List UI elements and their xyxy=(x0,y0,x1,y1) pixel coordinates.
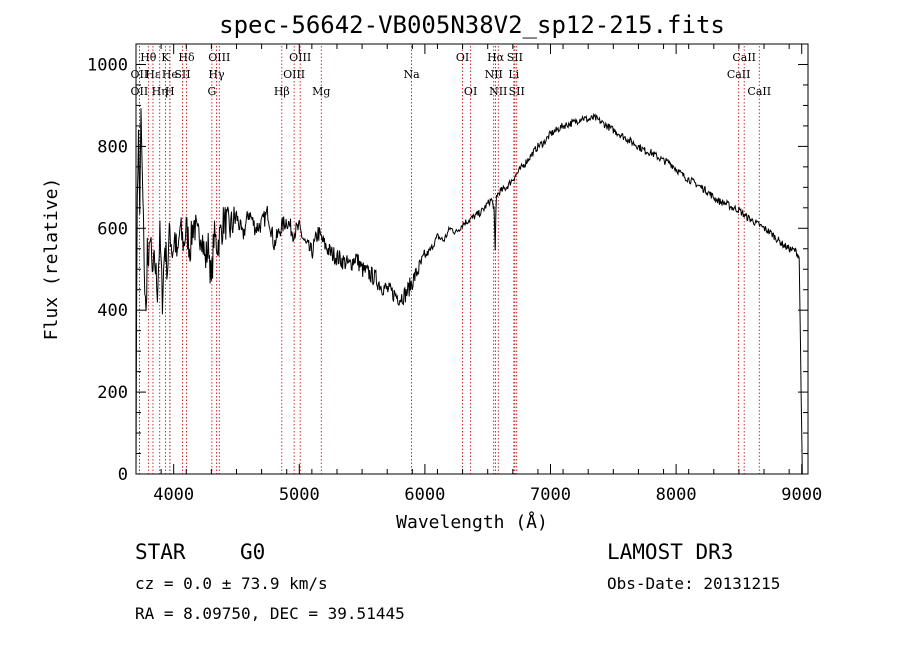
x-tick-label: 8000 xyxy=(656,485,697,505)
y-axis: 0 200 400 600 800 1000 xyxy=(87,55,808,485)
line-label: Mg xyxy=(312,85,330,98)
object-type: STAR xyxy=(135,540,186,564)
y-tick-label: 600 xyxy=(97,219,128,239)
line-label: Hη xyxy=(152,85,168,98)
y-axis-label: Flux (relative) xyxy=(41,178,62,341)
line-label: SII xyxy=(507,51,523,64)
coordinates: RA = 8.09750, DEC = 39.51445 xyxy=(135,604,405,623)
y-tick-label: 200 xyxy=(97,383,128,403)
line-label: CaII xyxy=(747,85,771,98)
line-label: OIII xyxy=(283,68,305,81)
line-label: SII xyxy=(174,68,190,81)
x-tick-label: 9000 xyxy=(781,485,822,505)
line-label: OI xyxy=(464,85,477,98)
line-label: OIII xyxy=(289,51,311,64)
line-label: SII xyxy=(509,85,525,98)
spectrum-line xyxy=(135,108,803,475)
survey-name: LAMOST DR3 xyxy=(607,540,734,564)
y-tick-label: 1000 xyxy=(87,55,128,75)
line-label: CaII xyxy=(732,51,756,64)
line-label: Hα xyxy=(487,51,505,64)
x-tick-label: 7000 xyxy=(530,485,571,505)
y-tick-label: 400 xyxy=(97,301,128,321)
x-tick-label: 6000 xyxy=(404,485,445,505)
x-tick-label: 4000 xyxy=(153,485,194,505)
subclass: G0 xyxy=(240,540,266,564)
line-label: Hγ xyxy=(208,68,225,81)
line-label: Hδ xyxy=(178,51,195,64)
chart-title: spec-56642-VB005N38V2_sp12-215.fits xyxy=(219,11,725,39)
x-axis-label: Wavelength (Å) xyxy=(396,511,548,533)
line-label: NII xyxy=(489,85,507,98)
redshift-text: cz = 0.0 ± 73.9 km/s xyxy=(135,574,328,593)
line-label: Hθ xyxy=(140,51,157,64)
y-tick-label: 0 xyxy=(118,465,128,485)
line-label: OIII xyxy=(208,51,230,64)
line-marker-group xyxy=(138,46,760,474)
obs-date: Obs-Date: 20131215 xyxy=(607,574,781,593)
line-label: Li xyxy=(508,68,519,81)
line-label: NII xyxy=(485,68,503,81)
line-label: G xyxy=(207,85,216,98)
line-label: OII xyxy=(131,85,149,98)
line-label: Hβ xyxy=(274,85,290,98)
line-label: Hε xyxy=(145,68,161,81)
line-label: He xyxy=(162,68,178,81)
line-label: OII xyxy=(131,68,149,81)
x-axis: 4000 5000 6000 7000 8000 9000 xyxy=(135,44,822,505)
line-label: H xyxy=(165,85,175,98)
x-tick-label: 5000 xyxy=(279,485,320,505)
line-label: CaII xyxy=(727,68,751,81)
line-label: K xyxy=(161,51,170,64)
line-label: OI xyxy=(456,51,469,64)
line-label: Na xyxy=(403,68,420,81)
spectrum-chart: spec-56642-VB005N38V2_sp12-215.fits Hθ OI… xyxy=(41,11,822,533)
plot-frame xyxy=(135,43,809,475)
y-tick-label: 800 xyxy=(97,137,128,157)
